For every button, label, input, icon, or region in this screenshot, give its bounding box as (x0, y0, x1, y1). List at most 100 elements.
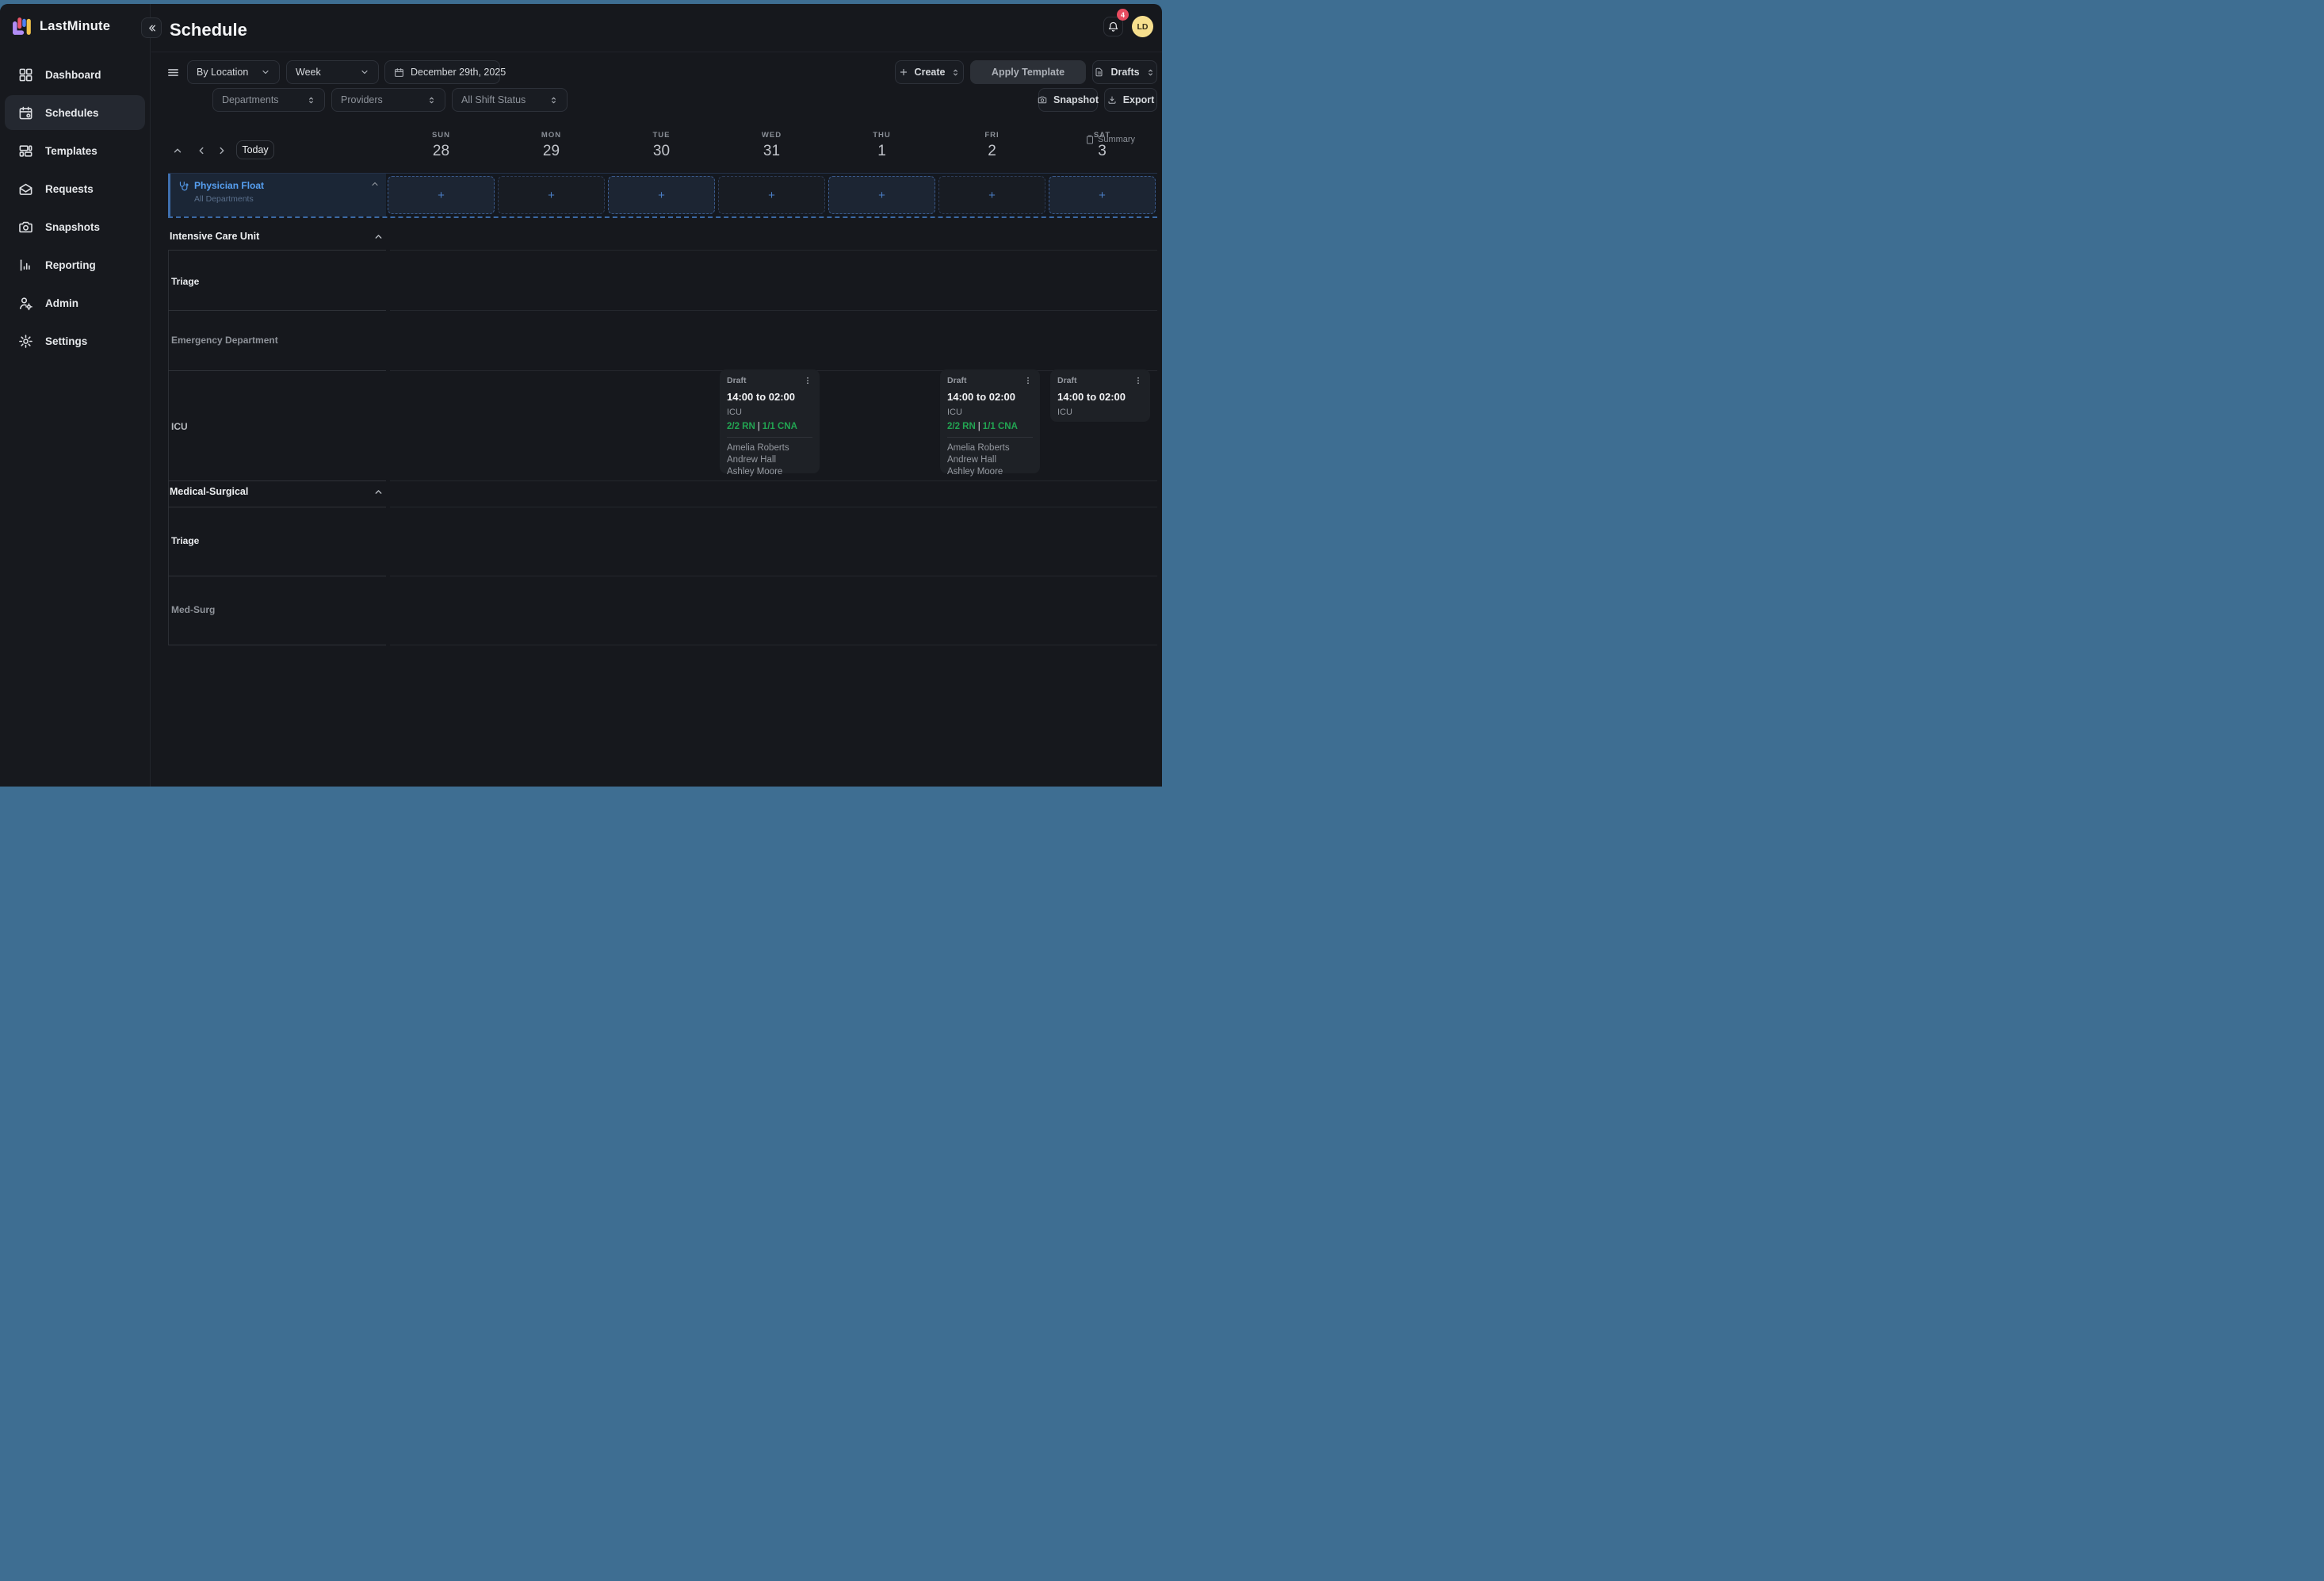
kebab-menu-icon[interactable] (1133, 376, 1143, 385)
drafts-label: Drafts (1110, 67, 1140, 78)
snapshot-button[interactable]: Snapshot (1038, 88, 1099, 112)
add-shift-cell-fri[interactable]: + (938, 176, 1045, 214)
drafts-button[interactable]: Drafts (1092, 60, 1157, 84)
kebab-menu-icon[interactable] (803, 376, 812, 385)
add-shift-cell-thu[interactable]: + (828, 176, 935, 214)
shift-time: 14:00 to 02:00 (727, 391, 795, 403)
range-select[interactable]: Week (286, 60, 379, 84)
chevrons-up-down-icon (1146, 68, 1155, 77)
avatar[interactable]: LD (1132, 16, 1153, 37)
chevron-up-icon[interactable] (373, 487, 384, 497)
sidebar-item-label: Snapshots (45, 220, 101, 233)
double-chevron-left-icon (148, 25, 155, 31)
day-header: MON 29 (496, 131, 606, 160)
chevron-up-icon[interactable] (370, 179, 380, 189)
sidebar-item-admin[interactable]: Admin (5, 285, 145, 320)
chevron-down-icon (360, 67, 369, 77)
chevron-left-icon[interactable] (196, 145, 207, 156)
row-divider (168, 480, 386, 481)
card-divider (727, 437, 812, 438)
day-number: 31 (763, 143, 781, 159)
day-name: SUN (431, 131, 451, 140)
kebab-menu-icon[interactable] (1023, 376, 1033, 385)
shift-card-wed[interactable]: Draft 14:00 to 02:00 ICU 2/2 RN | 1/1 CNA … (720, 369, 820, 477)
chevron-up-icon[interactable] (172, 145, 183, 156)
sidebar-item-reporting[interactable]: Reporting (5, 247, 145, 282)
day-number: 2 (988, 143, 996, 159)
sidebar-item-templates[interactable]: Templates (5, 133, 145, 168)
departments-filter-label: Departments (222, 94, 279, 105)
shift-card-sat[interactable]: Draft 14:00 to 02:00 ICU (1050, 369, 1150, 422)
bell-icon (1108, 21, 1118, 32)
shift-time: 14:00 to 02:00 (947, 391, 1015, 403)
create-label: Create (914, 67, 946, 78)
chevrons-up-down-icon (549, 96, 558, 105)
export-button[interactable]: Export (1104, 88, 1157, 112)
physician-float-row: Physician Float All Departments + + + + … (168, 173, 1157, 218)
shift-department: ICU (727, 408, 742, 417)
provider-name: Ashley Moore (727, 466, 783, 477)
list-menu-icon[interactable] (166, 66, 180, 79)
chevron-up-icon[interactable] (373, 232, 384, 242)
sidebar-item-dashboard[interactable]: Dashboard (5, 57, 145, 92)
add-shift-cell-sun[interactable]: + (388, 176, 495, 214)
plus-icon (899, 67, 908, 77)
row-label-emergency-department: Emergency Department (171, 335, 278, 346)
apply-template-button[interactable]: Apply Template (970, 60, 1086, 84)
departments-filter[interactable]: Departments (212, 88, 325, 112)
sidebar-item-snapshots[interactable]: Snapshots (5, 209, 145, 244)
shift-staffing: 2/2 RN | 1/1 CNA (727, 422, 812, 431)
section-header-icu[interactable]: Intensive Care Unit (170, 231, 260, 242)
shift-status-filter[interactable]: All Shift Status (452, 88, 568, 112)
shift-status-badge: Draft (947, 376, 967, 385)
shift-card-fri[interactable]: Draft 14:00 to 02:00 ICU 2/2 RN | 1/1 CNA … (940, 369, 1040, 477)
row-divider (390, 310, 1157, 311)
export-label: Export (1122, 94, 1155, 105)
calendar-icon (394, 67, 404, 78)
sidebar-item-schedules[interactable]: Schedules (5, 95, 145, 130)
staffing-rn: 2/2 RN (947, 422, 976, 431)
layout-icon (18, 144, 33, 159)
sidebar-item-requests[interactable]: Requests (5, 171, 145, 206)
card-divider (947, 437, 1033, 438)
sidebar-item-label: Requests (45, 182, 94, 195)
providers-filter-label: Providers (341, 94, 383, 105)
view-mode-value: By Location (197, 67, 249, 78)
day-name: THU (873, 131, 891, 140)
notifications-button[interactable] (1103, 17, 1123, 36)
section-header-medical-surgical[interactable]: Medical-Surgical (170, 486, 249, 497)
day-name: WED (761, 131, 782, 140)
chevron-down-icon (261, 67, 270, 77)
providers-filter[interactable]: Providers (331, 88, 445, 112)
snapshot-label: Snapshot (1053, 94, 1099, 105)
stethoscope-icon (178, 181, 189, 191)
gear-icon (18, 334, 33, 349)
physician-float-subtitle: All Departments (194, 194, 254, 204)
sidebar-nav: Dashboard Schedules Templates Requests (0, 46, 150, 358)
grid-left-border (168, 250, 169, 645)
summary-toggle[interactable]: Summary (1085, 135, 1135, 144)
day-name: SAT (1093, 131, 1111, 140)
sidebar-item-settings[interactable]: Settings (5, 323, 145, 358)
add-shift-cell-tue[interactable]: + (608, 176, 715, 214)
sidebar-collapse-button[interactable] (141, 17, 162, 38)
today-button[interactable]: Today (236, 140, 274, 159)
chevron-right-icon[interactable] (216, 145, 227, 156)
add-shift-cell-wed[interactable]: + (718, 176, 825, 214)
app-window: LastMinute Dashboard Schedules Templates (0, 4, 1162, 787)
document-icon (1095, 67, 1104, 77)
date-picker-button[interactable]: December 29th, 2025 (384, 60, 506, 84)
add-shift-cell-sat[interactable]: + (1049, 176, 1156, 214)
add-shift-cell-mon[interactable]: + (498, 176, 605, 214)
physician-float-label-cell[interactable]: Physician Float All Departments (168, 174, 386, 216)
shift-department: ICU (1057, 408, 1072, 417)
grid-icon (18, 67, 33, 82)
shift-department: ICU (947, 408, 962, 417)
provider-name: Andrew Hall (947, 454, 996, 465)
row-label-med-surg: Med-Surg (171, 604, 216, 615)
day-header: WED 31 (717, 131, 827, 160)
brand-name: LastMinute (40, 18, 111, 33)
mail-icon (18, 182, 33, 197)
create-button[interactable]: Create (895, 60, 964, 84)
view-mode-select[interactable]: By Location (187, 60, 280, 84)
